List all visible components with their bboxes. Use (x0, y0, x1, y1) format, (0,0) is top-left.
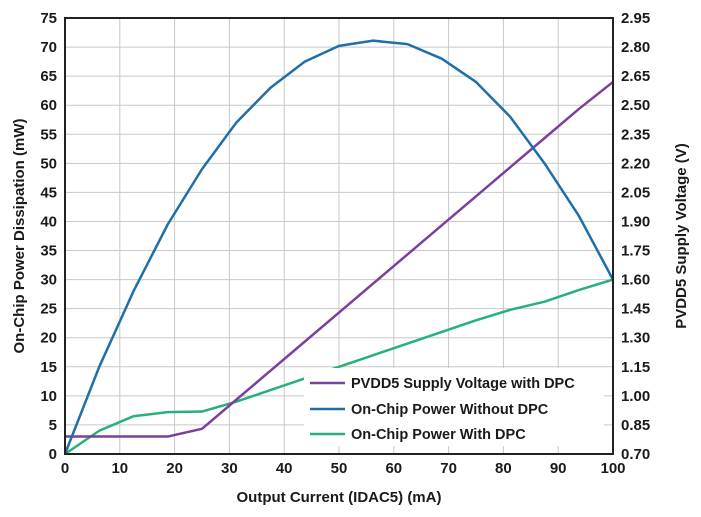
y-right-tick-label: 2.20 (621, 155, 650, 172)
tick-labels: 0 10 20 30 40 50 60 70 80 90 100 0 5 10 15 20 25 30 35 40 45… (40, 10, 650, 477)
y-right-tick-label: 1.60 (621, 272, 650, 289)
y-right-tick-label: 0.70 (621, 446, 650, 463)
y-left-tick-label: 55 (40, 126, 57, 143)
series-line-on-chip-power-without-dpc (63, 39, 615, 455)
x-tick-label: 30 (221, 460, 238, 477)
y-right-tick-label: 2.80 (621, 39, 650, 56)
y-left-tick-label: 45 (40, 184, 57, 201)
y-left-tick-label: 70 (40, 39, 57, 56)
legend-label-without-dpc: On-Chip Power Without DPC (351, 402, 549, 418)
y-left-tick-label: 15 (40, 359, 57, 376)
y-left-tick-label: 35 (40, 243, 57, 260)
x-tick-label: 0 (61, 460, 69, 477)
y-right-tick-label: 2.65 (621, 68, 650, 85)
y-right-axis-title: PVDD5 Supply Voltage (V) (673, 143, 690, 329)
series-line-on-chip-power-with-dpc (64, 278, 614, 456)
y-right-tick-label: 2.50 (621, 97, 650, 114)
grid (65, 18, 613, 454)
x-tick-label: 40 (276, 460, 293, 477)
legend: PVDD5 Supply Voltage with DPC On-Chip Po… (304, 368, 604, 446)
y-right-tick-label: 1.45 (621, 301, 650, 318)
x-tick-label: 60 (385, 460, 402, 477)
series-layer (63, 39, 615, 456)
y-left-tick-label: 20 (40, 330, 57, 347)
y-right-tick-label: 0.85 (621, 417, 650, 434)
x-tick-label: 70 (440, 460, 457, 477)
legend-label-pvdd5: PVDD5 Supply Voltage with DPC (351, 376, 575, 392)
plot-frame (64, 17, 614, 455)
series-line-pvdd5-supply-voltage-with-dpc (65, 80, 614, 438)
x-axis-title: Output Current (IDAC5) (mA) (237, 489, 442, 506)
x-tick-label: 80 (495, 460, 512, 477)
y-right-tick-label: 1.30 (621, 330, 650, 347)
y-left-tick-label: 25 (40, 301, 57, 318)
y-right-tick-label: 1.15 (621, 359, 650, 376)
y-right-tick-label: 1.90 (621, 213, 650, 230)
y-left-tick-label: 75 (40, 10, 57, 27)
y-left-tick-label: 65 (40, 68, 57, 85)
legend-label-with-dpc: On-Chip Power With DPC (351, 427, 526, 443)
y-left-tick-label: 40 (40, 213, 57, 230)
x-tick-label: 20 (166, 460, 183, 477)
y-left-tick-label: 30 (40, 272, 57, 289)
legend-background (304, 368, 604, 446)
x-tick-label: 100 (600, 460, 625, 477)
y-right-tick-label: 2.95 (621, 10, 650, 27)
y-left-axis-title: On-Chip Power Dissipation (mW) (11, 118, 28, 353)
y-right-tick-label: 1.00 (621, 388, 650, 405)
x-tick-label: 10 (111, 460, 128, 477)
y-right-tick-label: 2.05 (621, 184, 650, 201)
y-left-tick-label: 5 (49, 417, 57, 434)
y-left-tick-label: 10 (40, 388, 57, 405)
y-left-tick-label: 50 (40, 155, 57, 172)
y-right-tick-label: 1.75 (621, 243, 650, 260)
y-left-tick-label: 60 (40, 97, 57, 114)
y-left-tick-label: 0 (49, 446, 57, 463)
x-tick-label: 50 (331, 460, 348, 477)
x-tick-label: 90 (550, 460, 567, 477)
y-right-tick-label: 2.35 (621, 126, 650, 143)
